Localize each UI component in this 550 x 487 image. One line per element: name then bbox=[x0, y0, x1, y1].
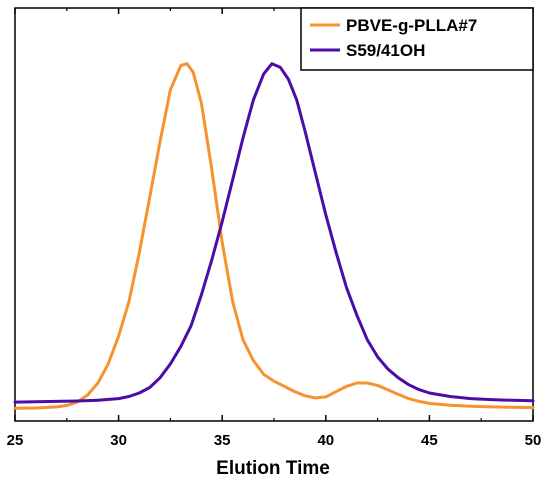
axes: 25 30 35 40 45 50 bbox=[7, 8, 542, 449]
series-line-1 bbox=[13, 62, 535, 410]
x-tick-label: 30 bbox=[110, 432, 127, 449]
legend-box bbox=[300, 7, 534, 71]
x-tick-label: 40 bbox=[317, 432, 334, 449]
curves bbox=[13, 62, 535, 410]
x-tick-label: 50 bbox=[525, 432, 542, 449]
legend-label-2: S59/41OH bbox=[346, 41, 425, 60]
x-tick-label: 45 bbox=[421, 432, 438, 449]
legend-label-1: PBVE-g-PLLA#7 bbox=[346, 16, 477, 35]
x-tick-label: 35 bbox=[214, 432, 231, 449]
x-axis-title: Elution Time bbox=[216, 458, 330, 479]
series-line-2 bbox=[13, 62, 535, 404]
x-tick-label: 25 bbox=[7, 432, 24, 449]
legend: PBVE-g-PLLA#7 S59/41OH bbox=[300, 7, 534, 71]
